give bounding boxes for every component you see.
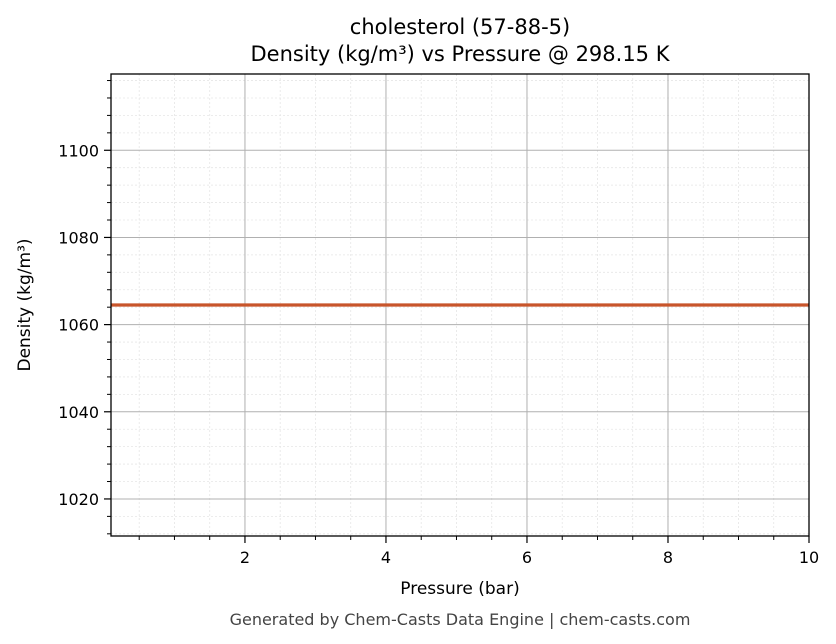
- y-tick-label: 1080: [58, 228, 99, 247]
- tick-labels: 2 4 6 8 10 1020 1040 1060 1080 1100: [58, 141, 819, 567]
- y-tick-label: 1040: [58, 403, 99, 422]
- y-tick-label: 1060: [58, 316, 99, 335]
- chart-subtitle: Density (kg/m³) vs Pressure @ 298.15 K: [250, 42, 670, 66]
- x-tick-label: 10: [799, 548, 819, 567]
- chart-title: cholesterol (57-88-5): [350, 15, 570, 39]
- y-axis-label: Density (kg/m³): [15, 238, 35, 371]
- y-tick-label: 1020: [58, 490, 99, 509]
- x-axis-label: Pressure (bar): [400, 579, 519, 599]
- footer-credit: Generated by Chem-Casts Data Engine | ch…: [230, 610, 691, 629]
- x-tick-label: 2: [240, 548, 250, 567]
- y-tick-label: 1100: [58, 141, 99, 160]
- x-tick-label: 4: [381, 548, 391, 567]
- x-tick-label: 6: [522, 548, 532, 567]
- axis-ticks: [104, 80, 810, 543]
- plot-frame: [110, 73, 810, 537]
- minor-grid: [111, 74, 809, 536]
- x-tick-label: 8: [663, 548, 673, 567]
